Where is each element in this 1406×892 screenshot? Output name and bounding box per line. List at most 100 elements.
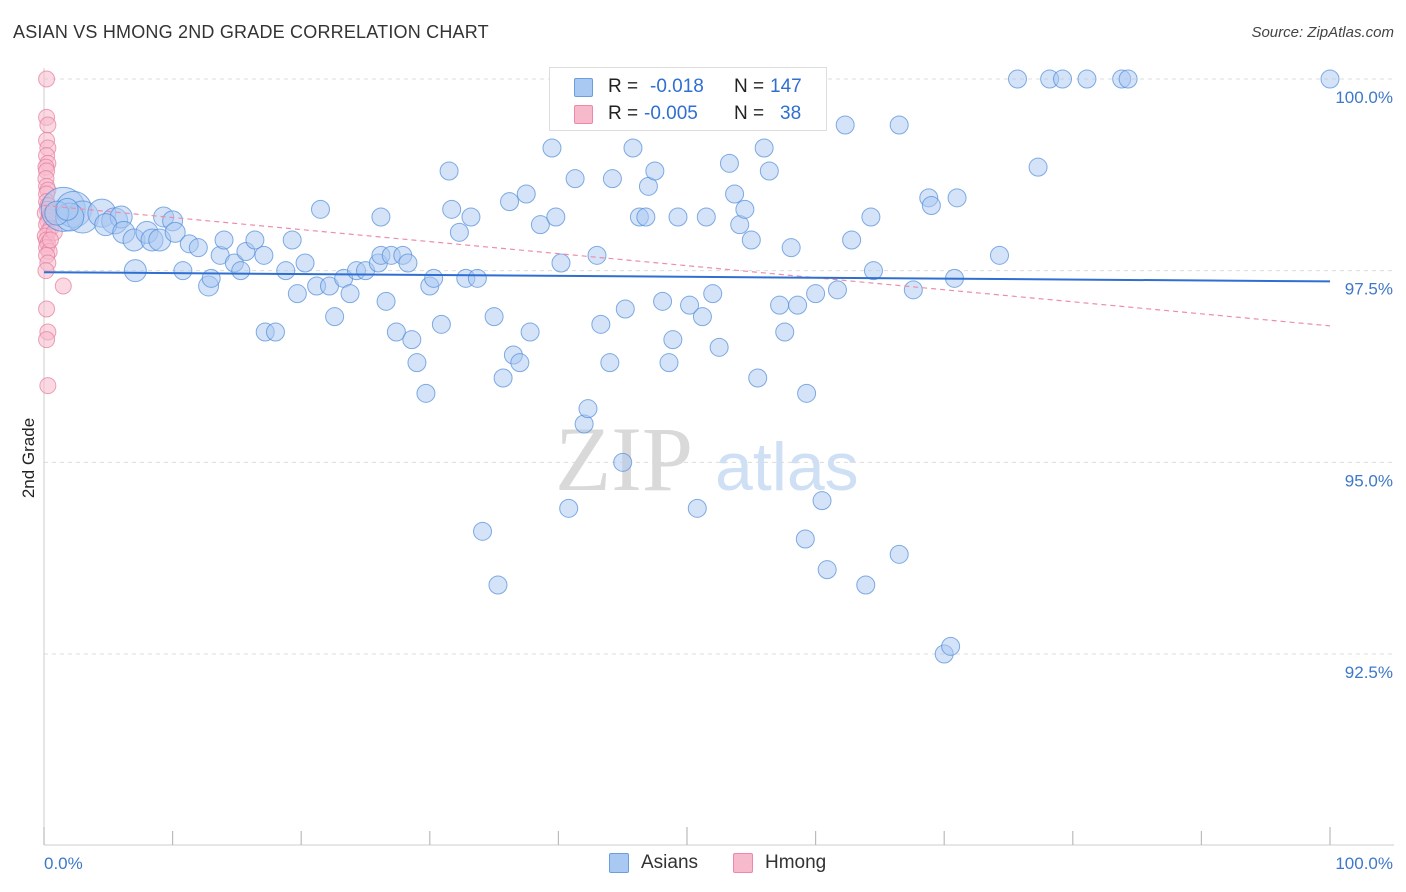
asian-point xyxy=(214,230,234,250)
y-tick-label: 97.5% xyxy=(1345,280,1393,299)
asian-point xyxy=(941,636,961,656)
grid-lines xyxy=(44,78,1394,655)
asian-point xyxy=(467,268,487,288)
legend-item-asians[interactable]: Asians xyxy=(609,852,719,876)
asian-point xyxy=(692,307,712,327)
asian-point xyxy=(591,314,611,334)
trend-lines xyxy=(43,204,1331,327)
asian-point xyxy=(546,207,566,227)
hmong-r-label: R = xyxy=(608,103,639,124)
asian-point xyxy=(645,161,665,181)
asian-point xyxy=(245,230,265,250)
hmong-point xyxy=(54,277,72,295)
hmong-point xyxy=(38,331,56,349)
hmong-n-value: 38 xyxy=(780,103,802,124)
asian-point xyxy=(1320,69,1340,89)
asians-n-value: 147 xyxy=(770,76,802,97)
asian-point xyxy=(687,498,707,518)
asian-point xyxy=(340,284,360,304)
asians-legend-swatch xyxy=(609,853,629,873)
asian-point xyxy=(703,284,723,304)
asian-point xyxy=(542,138,562,158)
asian-point xyxy=(861,207,881,227)
asian-point xyxy=(473,521,493,541)
asian-point xyxy=(889,115,909,135)
asian-point xyxy=(989,245,1009,265)
x-tick-label-max: 100.0% xyxy=(1335,854,1393,873)
hmong-point xyxy=(39,116,57,134)
asian-point xyxy=(442,199,462,219)
asians-r-value: -0.018 xyxy=(650,76,704,97)
asian-point xyxy=(295,253,315,273)
stats-legend: R = -0.018 N = 147 R = -0.005 N = 38 xyxy=(549,67,827,131)
asian-point xyxy=(719,153,739,173)
hmong-points xyxy=(36,70,72,395)
asian-point xyxy=(449,222,469,242)
y-axis-title: 2nd Grade xyxy=(19,418,38,498)
asian-point xyxy=(424,268,444,288)
asian-point xyxy=(903,280,923,300)
asian-point xyxy=(1008,69,1028,89)
asian-point xyxy=(493,368,513,388)
asian-point xyxy=(1118,69,1138,89)
hmong-r-value: -0.005 xyxy=(644,103,698,124)
asian-point xyxy=(600,353,620,373)
asian-points xyxy=(40,69,1340,664)
asian-point xyxy=(827,280,847,300)
asian-point xyxy=(725,184,745,204)
asian-point xyxy=(1077,69,1097,89)
asian-point xyxy=(602,169,622,189)
asian-point xyxy=(484,307,504,327)
asian-point xyxy=(856,575,876,595)
asian-point xyxy=(696,207,716,227)
asian-point xyxy=(530,215,550,235)
asian-point xyxy=(265,322,285,342)
asian-point xyxy=(795,529,815,549)
asian-point xyxy=(653,291,673,311)
y-tick-label: 92.5% xyxy=(1345,663,1393,682)
asian-point xyxy=(431,314,451,334)
asian-point xyxy=(123,259,147,283)
source-label: Source: ZipAtlas.com xyxy=(1251,24,1394,41)
hmong-point xyxy=(38,300,56,318)
asian-point xyxy=(775,322,795,342)
legend-item-hmong[interactable]: Hmong xyxy=(733,852,843,876)
asian-point xyxy=(1053,69,1073,89)
asian-point xyxy=(201,268,221,288)
asian-point xyxy=(282,230,302,250)
watermark-atlas: atlas xyxy=(715,429,859,505)
asian-point xyxy=(500,192,520,212)
asian-point xyxy=(781,238,801,258)
asian-point xyxy=(376,291,396,311)
asian-point xyxy=(921,196,941,215)
asian-point xyxy=(668,207,688,227)
asians-swatch xyxy=(574,78,593,97)
asian-point xyxy=(565,169,585,189)
asian-point xyxy=(276,261,296,281)
asian-point xyxy=(615,299,635,319)
asian-point xyxy=(613,452,633,472)
asian-point xyxy=(770,295,790,315)
asian-point xyxy=(741,230,761,250)
asian-point xyxy=(759,161,779,181)
hmong-swatch xyxy=(574,105,593,124)
hmong-point xyxy=(38,70,56,88)
asian-point xyxy=(806,284,826,304)
asian-point xyxy=(947,188,967,208)
watermark: ZIP atlas xyxy=(555,408,859,510)
asian-point xyxy=(551,253,571,273)
asian-point xyxy=(680,295,700,315)
hmong-legend-label: Hmong xyxy=(765,852,827,873)
hmong-legend-swatch xyxy=(733,853,753,873)
asian-point xyxy=(623,138,643,158)
asian-point xyxy=(754,138,774,158)
asian-point xyxy=(287,284,307,304)
hmong-point xyxy=(41,231,59,249)
asian-point xyxy=(516,184,536,204)
asian-point xyxy=(173,261,193,281)
asian-point xyxy=(55,197,79,221)
asian-point xyxy=(510,353,530,373)
hmong-point xyxy=(37,262,55,280)
chart-title: ASIAN VS HMONG 2ND GRADE CORRELATION CHA… xyxy=(13,22,489,42)
